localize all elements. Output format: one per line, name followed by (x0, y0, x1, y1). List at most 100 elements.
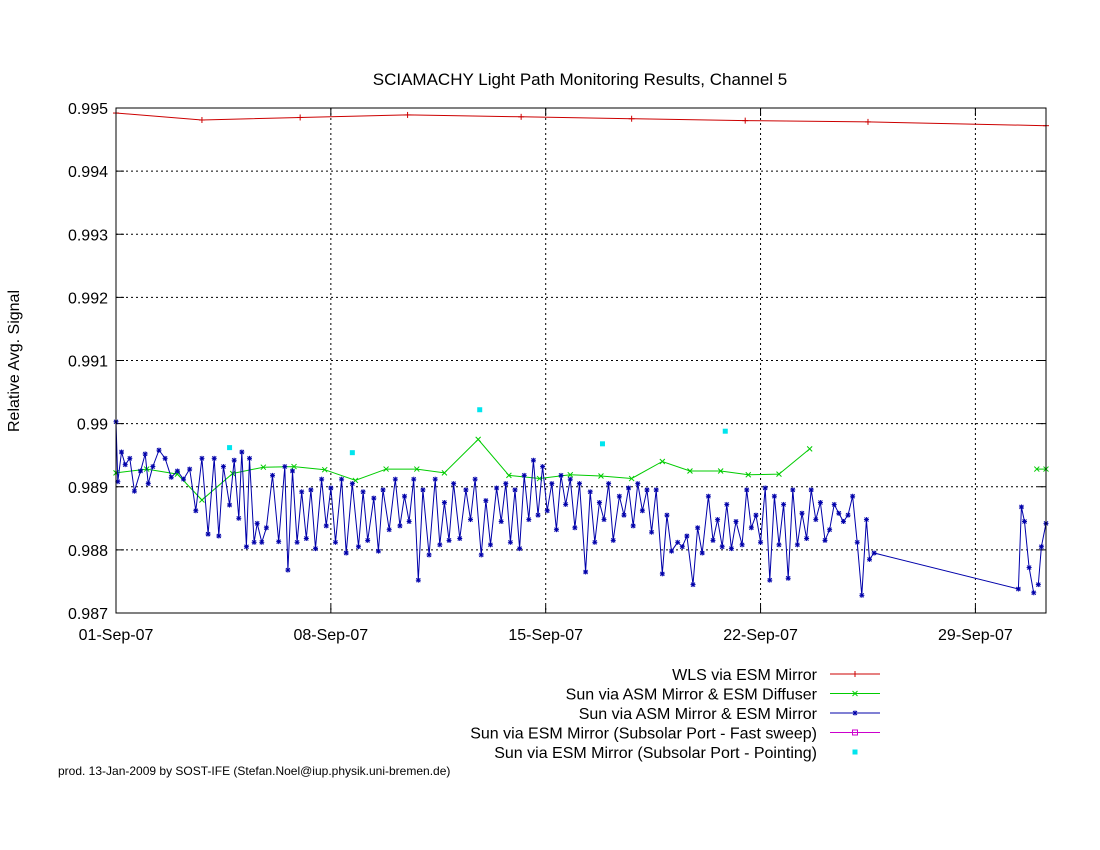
data-point (544, 508, 550, 514)
data-point (762, 485, 768, 491)
x-tick-label: 01-Sep-07 (79, 627, 154, 644)
data-point (468, 517, 474, 523)
data-point (587, 489, 593, 495)
data-point (142, 451, 148, 457)
data-point (380, 487, 386, 493)
data-point (753, 512, 759, 518)
x-tick-label: 29-Sep-07 (938, 627, 1013, 644)
data-point (441, 500, 447, 506)
data-point (831, 501, 837, 507)
data-point (776, 542, 782, 548)
data-point (840, 518, 846, 524)
data-point (822, 537, 828, 543)
data-point (744, 487, 750, 493)
data-point (323, 523, 329, 529)
series-line (115, 421, 1035, 596)
data-point (291, 463, 297, 470)
data-point (794, 542, 800, 548)
data-point (684, 533, 690, 539)
axis-ticks: 0.987 0.988 0.989 0.99 0.991 0.992 0.993 0.994 0… (68, 101, 1046, 644)
data-point (690, 582, 696, 588)
data-point (724, 501, 730, 507)
data-point (294, 539, 300, 545)
data-point (583, 569, 589, 575)
data-point (664, 512, 670, 518)
data-point (145, 481, 151, 487)
y-tick-label: 0.994 (68, 164, 108, 181)
data-point (355, 544, 361, 550)
y-tick-label: 0.995 (68, 101, 108, 118)
data-point (576, 481, 582, 487)
data-point (131, 488, 137, 494)
x-tick-label: 08-Sep-07 (293, 627, 368, 644)
data-point (415, 577, 421, 583)
data-point (119, 449, 125, 455)
data-point (644, 487, 650, 493)
data-point (383, 466, 389, 472)
data-point (254, 520, 260, 526)
data-point (517, 546, 523, 552)
data-point (319, 476, 325, 482)
data-point (748, 525, 754, 531)
data-point (259, 539, 265, 545)
data-point (572, 525, 578, 531)
data-point (699, 550, 705, 556)
data-point (610, 537, 616, 543)
data-point (236, 515, 242, 521)
data-point (472, 476, 478, 482)
data-point (867, 556, 873, 562)
data-point (512, 487, 518, 493)
data-point (211, 455, 217, 461)
plot-frame (115, 107, 1047, 614)
legend-marker (852, 710, 858, 716)
data-point (563, 501, 569, 507)
data-point (722, 428, 728, 434)
grid-lines (116, 108, 1046, 613)
data-point (432, 476, 438, 482)
data-point (313, 546, 319, 552)
series-2 (113, 419, 1049, 598)
data-point (299, 489, 305, 495)
data-point (817, 500, 823, 506)
data-point (781, 501, 787, 507)
y-tick-label: 0.993 (68, 227, 108, 244)
data-point (451, 481, 457, 487)
data-point (349, 450, 355, 456)
data-point (1038, 544, 1044, 550)
series-0 (113, 110, 1049, 129)
data-point (649, 529, 655, 535)
data-point (659, 458, 666, 465)
data-point (567, 471, 574, 478)
data-point (375, 548, 381, 554)
data-point (386, 527, 392, 533)
data-point (174, 468, 180, 474)
series-4 (227, 407, 728, 456)
data-point (321, 466, 328, 473)
data-point (349, 481, 355, 487)
data-point (616, 493, 622, 499)
legend-marker (852, 729, 858, 736)
data-point (487, 542, 493, 548)
data-point (251, 539, 257, 545)
data-point (231, 457, 237, 463)
data-point (719, 544, 725, 550)
data-point (687, 468, 693, 474)
data-point (498, 518, 504, 524)
data-point (804, 536, 810, 542)
data-point (776, 471, 782, 477)
data-point (1018, 504, 1024, 510)
data-point (503, 481, 509, 487)
data-point (549, 481, 555, 487)
data-point (285, 567, 291, 573)
data-point (1022, 518, 1028, 524)
data-point (758, 539, 764, 545)
data-point (606, 481, 612, 487)
data-point (530, 457, 536, 463)
data-point (446, 537, 452, 543)
data-point (790, 487, 796, 493)
data-point (785, 575, 791, 581)
legend-label: WLS via ESM Mirror (672, 667, 818, 684)
data-point (199, 455, 205, 461)
series-line (1037, 523, 1047, 585)
data-point (827, 527, 833, 533)
